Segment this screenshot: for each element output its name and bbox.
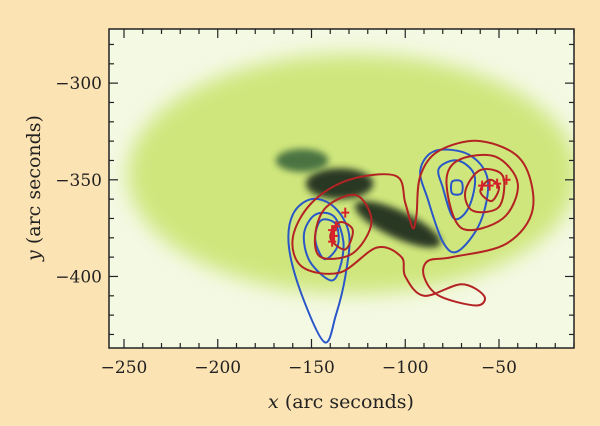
red-contour-4 [445,153,519,232]
x-tick-label: −150 [288,358,335,378]
y-tick-label: −350 [55,171,102,191]
red-contour-6 [479,178,500,203]
source-marker-4 [331,221,340,232]
y-axis-label: y (arc seconds) [23,115,45,262]
source-marker-6 [478,180,487,191]
blue-contour-6 [449,179,464,196]
red-contour-5 [464,168,506,214]
red-contour-1 [291,139,535,307]
source-marker-2 [330,230,338,241]
marker-layer [328,174,511,247]
x-axis-label: x (arc seconds) [268,391,414,413]
source-marker-8 [493,178,502,189]
x-tick-label: −100 [382,358,429,378]
emission-image [127,54,574,294]
source-marker-9 [502,174,511,185]
x-tick-label: −50 [481,358,517,378]
plot-frame [108,28,575,349]
y-tick-label: −400 [55,267,102,287]
x-tick-labels: −250 −200 −150 −100 −50 [101,358,517,378]
y-tick-label: −300 [55,74,102,94]
source-marker-3 [328,236,337,247]
emission-dark-ribbon [354,200,441,248]
contour-layer [287,139,535,344]
x-tick-label: −250 [101,358,148,378]
source-marker-7 [485,180,494,191]
axis-ticks [109,29,575,348]
emission-dark-arc [275,148,329,173]
y-tick-labels: −300 −350 −400 [55,74,102,287]
blue-contour-1 [287,197,351,344]
blue-contour-2 [302,211,345,282]
x-tick-label: −200 [194,358,241,378]
source-marker-5 [341,207,350,218]
red-contour-2 [313,193,373,260]
